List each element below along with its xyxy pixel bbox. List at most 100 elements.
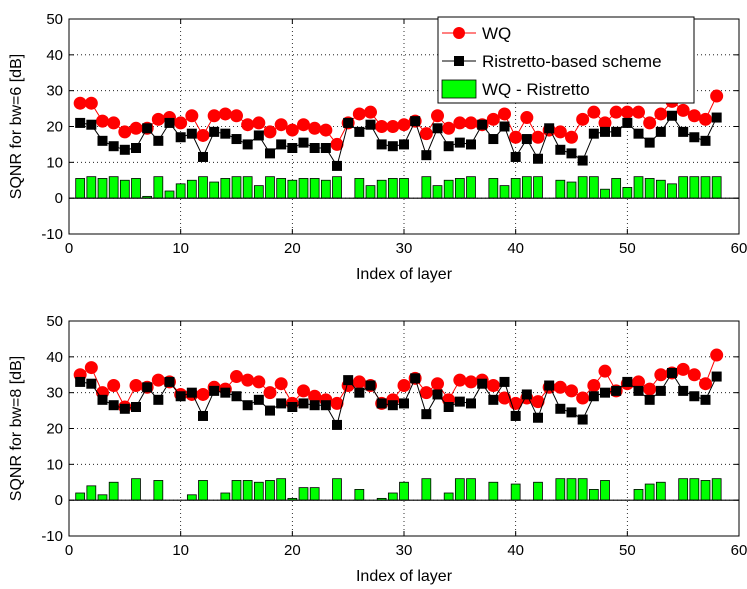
bottom-diff-bar <box>566 478 577 501</box>
top-wq-point <box>676 103 690 117</box>
top-y-tick-label: 0 <box>55 190 63 207</box>
top-wq-point <box>308 121 322 135</box>
bottom-ristretto-point <box>521 389 532 400</box>
top-ristretto-point <box>689 132 700 143</box>
top-x-tick-label: 0 <box>65 240 73 257</box>
bottom-ristretto-point <box>510 410 521 421</box>
bottom-diff-bar <box>443 492 454 501</box>
bottom-wq-point <box>252 375 266 389</box>
bottom-x-tick-label: 60 <box>731 542 747 559</box>
top-ristretto-point <box>622 117 633 128</box>
top-wq-point <box>252 116 266 130</box>
top-ristretto-point <box>466 139 476 150</box>
top-diff-bar <box>566 181 577 199</box>
bottom-wq-point <box>643 382 657 396</box>
top-ristretto-point <box>600 126 610 137</box>
bottom-diff-bar <box>332 478 342 501</box>
top-wq-point <box>375 120 389 133</box>
bottom-ristretto-point <box>320 400 331 411</box>
bottom-ristretto-point <box>555 403 566 414</box>
top-ristretto-point <box>175 132 186 143</box>
top-wq-point <box>419 127 433 141</box>
bottom-ristretto-point <box>655 385 666 396</box>
legend-wq-label: WQ <box>482 24 511 43</box>
top-x-tick-label: 60 <box>731 240 747 257</box>
top-wq-point <box>73 96 87 110</box>
bottom-wq-point <box>565 384 578 398</box>
top-wq-point <box>687 109 701 123</box>
top-ristretto-point <box>131 143 141 153</box>
top-wq-point <box>241 118 255 132</box>
bottom-diff-bar <box>242 480 253 501</box>
top-wq-point <box>442 121 456 135</box>
top-ristretto-point <box>577 155 588 166</box>
top-diff-bar <box>644 178 655 199</box>
top-diff-bar <box>521 176 532 199</box>
top-wq-point <box>174 116 188 130</box>
top-ristretto-point <box>231 134 242 145</box>
top-wq-point <box>397 118 411 132</box>
bottom-wq-point <box>587 379 601 392</box>
top-wq-point <box>654 107 668 121</box>
top-ristretto-point <box>220 128 231 139</box>
bottom-diff-bar <box>678 478 689 501</box>
top-ristretto-point <box>309 143 320 153</box>
top-ristretto-point <box>566 148 577 159</box>
top-x-tick-label: 40 <box>507 240 524 257</box>
top-y-tick-label: 20 <box>46 119 63 136</box>
top-ristretto-point <box>108 141 119 152</box>
top-ristretto-point <box>678 126 689 137</box>
top-ristretto-point <box>387 141 398 152</box>
bottom-diff-bar <box>488 481 499 501</box>
bottom-diff-bar <box>711 478 722 501</box>
bottom-ristretto-point <box>97 394 108 405</box>
top-wq-point <box>531 130 545 144</box>
top-wq-point <box>230 109 243 123</box>
top-ristretto-point <box>533 153 543 164</box>
bottom-ristretto-point <box>153 394 164 405</box>
bottom-ristretto-point <box>443 402 454 412</box>
bottom-diff-bar <box>75 492 86 501</box>
bottom-wq-point <box>263 386 277 400</box>
top-ristretto-point <box>332 160 342 171</box>
bottom-y-axis-label: SQNR for bw=8 [dB] <box>8 356 25 501</box>
bottom-ristretto-point <box>309 400 320 411</box>
top-diff-bar <box>667 183 677 199</box>
top-diff-bar <box>320 179 331 199</box>
top-diff-bar <box>678 176 689 199</box>
bottom-ristretto-point <box>242 400 253 411</box>
bottom-diff-bar <box>689 478 700 501</box>
bottom-diff-bar <box>97 494 108 501</box>
bottom-ristretto-point <box>477 378 488 389</box>
bottom-ristretto-point <box>253 394 264 405</box>
bottom-ristretto-point <box>287 402 298 412</box>
top-ristretto-point <box>454 137 465 148</box>
bottom-wq-point <box>196 387 210 401</box>
top-ristretto-point <box>611 126 622 137</box>
bottom-ristretto-point <box>175 391 186 402</box>
legend-ristretto-label: Ristretto-based scheme <box>482 52 662 71</box>
bottom-wq-point <box>654 368 668 382</box>
top-diff-bar <box>220 178 231 199</box>
top-diff-bar <box>454 178 465 199</box>
top-wq-point <box>620 105 634 119</box>
bottom-diff-bar <box>577 478 588 501</box>
bottom-diff-bar <box>276 478 287 501</box>
top-diff-bar <box>119 179 130 199</box>
bottom-ristretto-point <box>399 398 409 409</box>
bottom-y-tick-label: 0 <box>55 492 63 509</box>
top-wq-point <box>218 107 232 121</box>
bottom-diff-bar <box>354 489 365 501</box>
bottom-ristretto-point <box>454 396 465 407</box>
top-diff-bar <box>611 178 622 199</box>
top-ristretto-point <box>298 137 309 148</box>
top-wq-point <box>509 130 523 144</box>
top-ristretto-point <box>253 130 264 141</box>
top-diff-bar <box>298 178 309 199</box>
bottom-diff-bar <box>253 481 264 501</box>
top-wq-point <box>96 114 109 128</box>
bottom-x-tick-label: 0 <box>65 542 73 559</box>
bottom-ristretto-point <box>689 391 700 402</box>
bottom-ristretto-point <box>499 376 510 387</box>
